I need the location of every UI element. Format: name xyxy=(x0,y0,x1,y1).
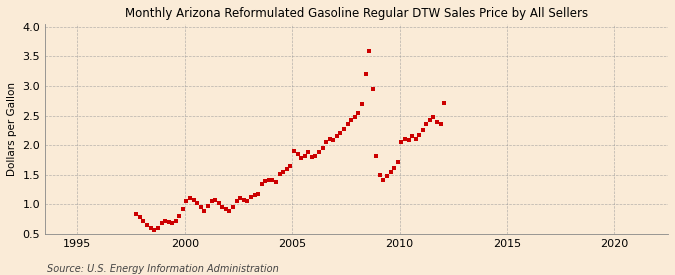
Point xyxy=(339,126,350,131)
Point xyxy=(213,201,224,205)
Point xyxy=(274,171,285,176)
Point xyxy=(170,219,181,223)
Point xyxy=(185,196,196,201)
Point xyxy=(196,205,207,210)
Point xyxy=(378,177,389,182)
Point xyxy=(417,128,428,133)
Y-axis label: Dollars per Gallon: Dollars per Gallon xyxy=(7,82,17,176)
Point xyxy=(217,205,227,210)
Point xyxy=(364,48,375,53)
Point xyxy=(392,160,403,164)
Point xyxy=(324,137,335,141)
Point xyxy=(350,115,360,119)
Point xyxy=(192,201,202,205)
Point xyxy=(321,140,331,144)
Point xyxy=(328,138,339,143)
Point xyxy=(199,209,210,214)
Point xyxy=(163,220,174,224)
Text: Source: U.S. Energy Information Administration: Source: U.S. Energy Information Administ… xyxy=(47,264,279,274)
Point xyxy=(188,197,199,202)
Point xyxy=(306,155,317,159)
Point xyxy=(428,115,439,119)
Point xyxy=(381,174,392,178)
Point xyxy=(235,196,246,201)
Point xyxy=(310,154,321,158)
Point xyxy=(385,170,396,174)
Point xyxy=(360,72,371,76)
Point xyxy=(353,111,364,115)
Point xyxy=(253,191,264,196)
Point xyxy=(221,207,232,211)
Point xyxy=(410,137,421,141)
Point xyxy=(277,170,288,174)
Point xyxy=(367,87,378,91)
Point xyxy=(281,167,292,171)
Point xyxy=(317,146,328,150)
Point xyxy=(156,221,167,226)
Point xyxy=(414,132,425,137)
Point xyxy=(296,156,306,160)
Point xyxy=(206,199,217,204)
Point xyxy=(403,138,414,143)
Point xyxy=(346,118,356,123)
Point xyxy=(314,150,325,155)
Point xyxy=(292,152,303,156)
Point xyxy=(242,199,253,204)
Point xyxy=(238,197,249,202)
Point xyxy=(435,122,446,127)
Point xyxy=(406,134,417,139)
Point xyxy=(131,212,142,217)
Point xyxy=(421,122,432,127)
Point xyxy=(342,122,353,127)
Point xyxy=(299,154,310,158)
Point xyxy=(138,219,149,223)
Point xyxy=(153,226,163,230)
Point xyxy=(174,214,185,218)
Point xyxy=(178,207,188,211)
Point xyxy=(389,166,400,170)
Point xyxy=(400,137,410,141)
Point xyxy=(142,223,153,227)
Point xyxy=(285,164,296,168)
Point xyxy=(202,203,213,208)
Point xyxy=(232,199,242,204)
Point xyxy=(271,180,281,184)
Point xyxy=(249,193,260,198)
Point xyxy=(227,205,238,210)
Point xyxy=(439,100,450,105)
Point xyxy=(356,101,367,106)
Point xyxy=(134,215,145,219)
Point xyxy=(303,150,314,155)
Point xyxy=(148,228,159,232)
Point xyxy=(432,119,443,124)
Point xyxy=(425,118,435,123)
Point xyxy=(210,197,221,202)
Point xyxy=(260,178,271,183)
Point xyxy=(396,140,406,144)
Point xyxy=(263,177,274,182)
Point xyxy=(335,131,346,136)
Point xyxy=(375,173,385,177)
Point xyxy=(224,209,235,214)
Title: Monthly Arizona Reformulated Gasoline Regular DTW Sales Price by All Sellers: Monthly Arizona Reformulated Gasoline Re… xyxy=(125,7,588,20)
Point xyxy=(331,134,342,139)
Point xyxy=(246,195,256,199)
Point xyxy=(256,182,267,186)
Point xyxy=(159,219,170,223)
Point xyxy=(181,199,192,204)
Point xyxy=(267,177,278,182)
Point xyxy=(145,226,156,230)
Point xyxy=(371,154,382,158)
Point xyxy=(167,221,178,226)
Point xyxy=(288,149,299,153)
